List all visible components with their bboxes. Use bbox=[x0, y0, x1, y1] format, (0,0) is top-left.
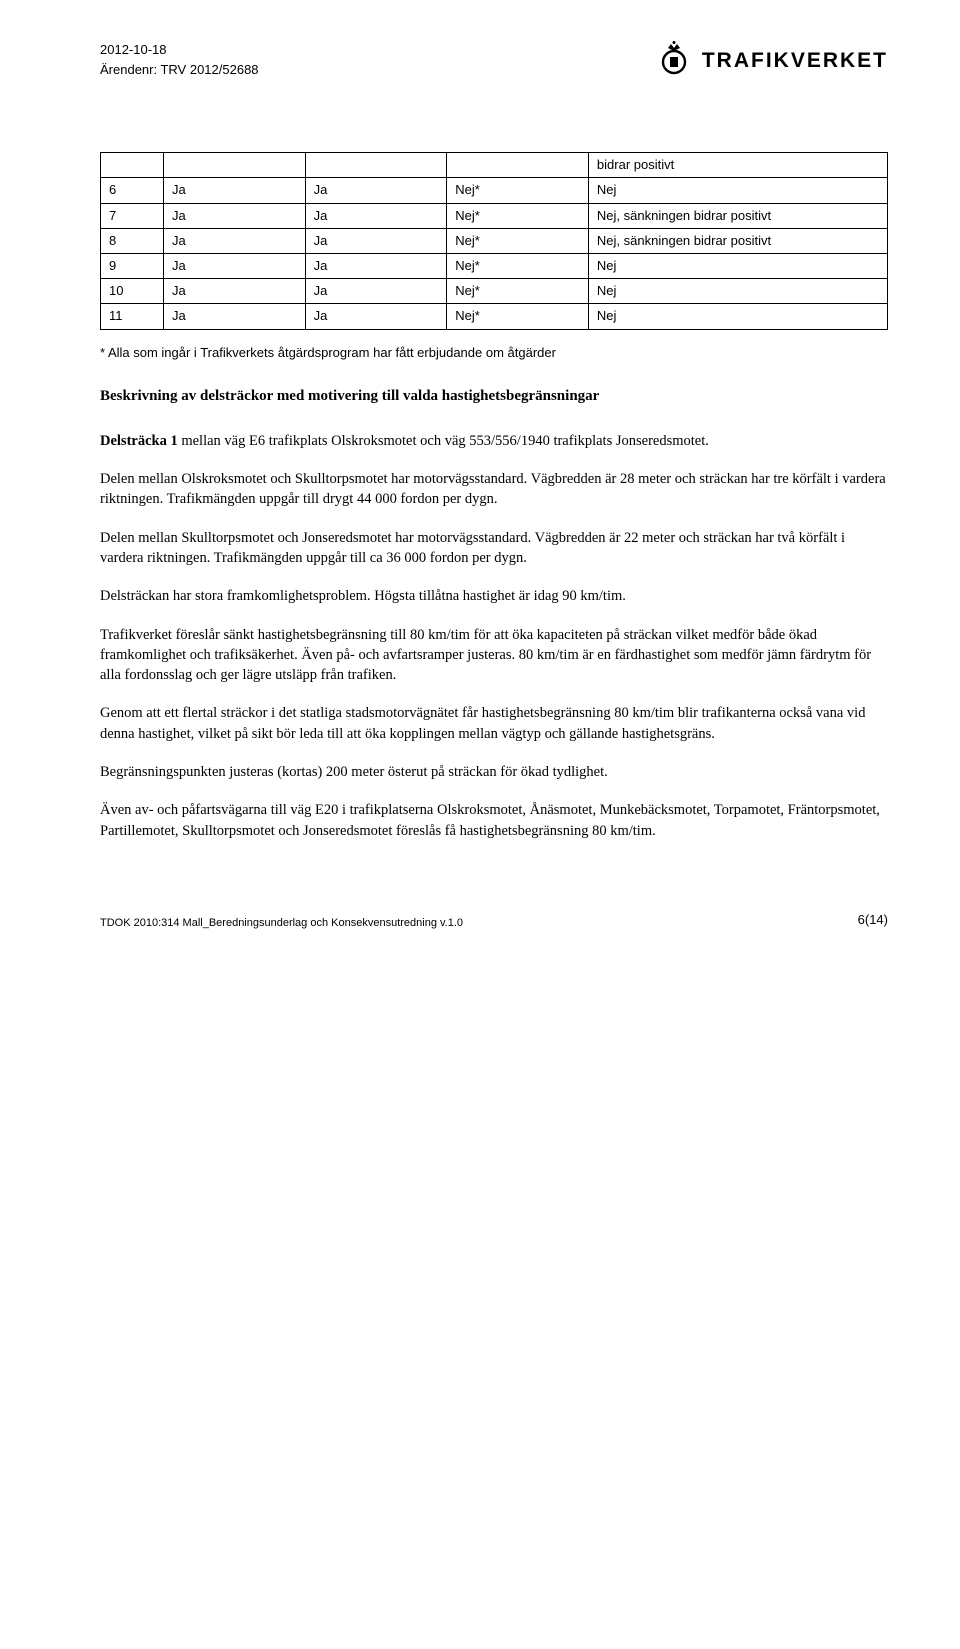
para-6: Genom att ett flertal sträckor i det sta… bbox=[100, 703, 888, 744]
cell: bidrar positivt bbox=[588, 153, 887, 178]
cell: 6 bbox=[101, 178, 164, 203]
para-8: Även av- och påfartsvägarna till väg E20… bbox=[100, 800, 888, 841]
trafikverket-crown-icon bbox=[656, 40, 692, 82]
cell: Nej bbox=[588, 254, 887, 279]
cell: Ja bbox=[305, 304, 447, 329]
cell: Ja bbox=[163, 178, 305, 203]
para-1-lead: Delsträcka 1 bbox=[100, 433, 178, 449]
para-2: Delen mellan Olskroksmotet och Skulltorp… bbox=[100, 469, 888, 510]
cell: Ja bbox=[163, 279, 305, 304]
cell: Nej* bbox=[447, 304, 589, 329]
cell: Ja bbox=[305, 203, 447, 228]
cell: Ja bbox=[163, 228, 305, 253]
para-1-rest: mellan väg E6 trafikplats Olskroksmotet … bbox=[178, 433, 709, 449]
cell: Nej, sänkningen bidrar positivt bbox=[588, 228, 887, 253]
cell: Ja bbox=[163, 254, 305, 279]
para-4: Delsträckan har stora framkomlighetsprob… bbox=[100, 586, 888, 606]
para-5: Trafikverket föreslår sänkt hastighetsbe… bbox=[100, 625, 888, 686]
cell: 8 bbox=[101, 228, 164, 253]
cell: Nej, sänkningen bidrar positivt bbox=[588, 203, 887, 228]
page-footer: TDOK 2010:314 Mall_Beredningsunderlag oc… bbox=[100, 911, 888, 931]
para-1: Delsträcka 1 mellan väg E6 trafikplats O… bbox=[100, 431, 888, 451]
cell: Ja bbox=[305, 228, 447, 253]
table-row: 7 Ja Ja Nej* Nej, sänkningen bidrar posi… bbox=[101, 203, 888, 228]
footer-right: 6(14) bbox=[858, 911, 888, 931]
cell: Ja bbox=[305, 254, 447, 279]
cell: Nej bbox=[588, 304, 887, 329]
cell: Nej bbox=[588, 178, 887, 203]
para-7: Begränsningspunkten justeras (kortas) 20… bbox=[100, 762, 888, 782]
logo: TRAFIKVERKET bbox=[656, 40, 888, 82]
cell: 9 bbox=[101, 254, 164, 279]
cell: Ja bbox=[163, 203, 305, 228]
table-row: 11 Ja Ja Nej* Nej bbox=[101, 304, 888, 329]
section-heading: Beskrivning av delsträckor med motiverin… bbox=[100, 386, 888, 407]
header-meta: 2012-10-18 Ärendenr: TRV 2012/52688 bbox=[100, 40, 259, 79]
cell bbox=[101, 153, 164, 178]
header-date: 2012-10-18 bbox=[100, 40, 259, 60]
para-3: Delen mellan Skulltorpsmotet och Jonsere… bbox=[100, 528, 888, 569]
table-row: bidrar positivt bbox=[101, 153, 888, 178]
logo-text: TRAFIKVERKET bbox=[702, 46, 888, 75]
cell: Nej bbox=[588, 279, 887, 304]
cell: 11 bbox=[101, 304, 164, 329]
footer-left: TDOK 2010:314 Mall_Beredningsunderlag oc… bbox=[100, 916, 463, 931]
cell: Ja bbox=[305, 279, 447, 304]
cell: Ja bbox=[163, 304, 305, 329]
data-table: bidrar positivt 6 Ja Ja Nej* Nej 7 Ja Ja… bbox=[100, 152, 888, 329]
table-footnote: * Alla som ingår i Trafikverkets åtgärds… bbox=[100, 344, 888, 362]
table-row: 9 Ja Ja Nej* Nej bbox=[101, 254, 888, 279]
cell: Nej* bbox=[447, 228, 589, 253]
cell bbox=[305, 153, 447, 178]
table-row: 10 Ja Ja Nej* Nej bbox=[101, 279, 888, 304]
cell: Nej* bbox=[447, 203, 589, 228]
table-row: 6 Ja Ja Nej* Nej bbox=[101, 178, 888, 203]
cell: 10 bbox=[101, 279, 164, 304]
cell: Nej* bbox=[447, 178, 589, 203]
header-arendenr: Ärendenr: TRV 2012/52688 bbox=[100, 60, 259, 80]
cell bbox=[447, 153, 589, 178]
cell: 7 bbox=[101, 203, 164, 228]
cell: Nej* bbox=[447, 254, 589, 279]
cell: Nej* bbox=[447, 279, 589, 304]
table-row: 8 Ja Ja Nej* Nej, sänkningen bidrar posi… bbox=[101, 228, 888, 253]
cell: Ja bbox=[305, 178, 447, 203]
cell bbox=[163, 153, 305, 178]
page-header: 2012-10-18 Ärendenr: TRV 2012/52688 TRAF… bbox=[100, 40, 888, 82]
page-number: 6(14) bbox=[858, 911, 888, 929]
